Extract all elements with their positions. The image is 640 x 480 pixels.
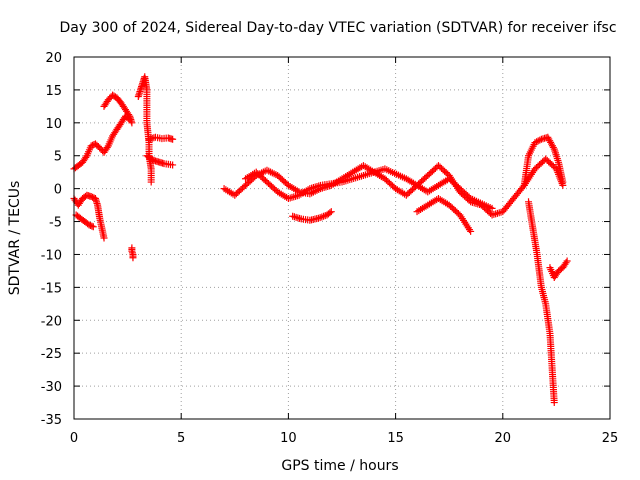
data-point xyxy=(536,136,544,144)
x-tick-label: 5 xyxy=(177,431,185,446)
data-point xyxy=(88,222,96,230)
grid-lines xyxy=(74,57,610,419)
series-early-lower xyxy=(70,191,108,242)
x-tick-label: 20 xyxy=(495,431,512,446)
chart-title: Day 300 of 2024, Sidereal Day-to-day VTE… xyxy=(59,20,616,36)
y-tick-label: -30 xyxy=(41,380,62,395)
data-point xyxy=(147,178,155,186)
data-point xyxy=(316,214,324,222)
y-tick-label: -5 xyxy=(49,216,62,231)
data-point xyxy=(550,399,558,407)
series-early-dip xyxy=(72,211,97,231)
data-point xyxy=(327,208,335,216)
data-point xyxy=(533,138,541,146)
data-point xyxy=(562,259,570,267)
data-point xyxy=(563,257,571,265)
data-point xyxy=(169,135,177,143)
data-point xyxy=(169,161,177,169)
y-tick-label: -20 xyxy=(41,314,62,329)
series-cluster-4 xyxy=(143,152,177,169)
x-axis-label: GPS time / hours xyxy=(281,458,398,474)
data-point xyxy=(125,111,133,119)
data-point xyxy=(467,227,475,235)
series-cluster-4-upper xyxy=(145,133,177,143)
axis-ticks: 0 5 10 15 20 25 20 15 10 5 0 -5 -10 -15 -20 -25 -30 -35 xyxy=(41,51,619,446)
series-mid-arc-2 xyxy=(413,195,475,235)
y-tick-label: 10 xyxy=(45,117,62,132)
y-axis-label: SDTVAR / TECUs xyxy=(7,181,23,296)
data-point xyxy=(320,212,328,220)
data-points xyxy=(70,73,571,407)
series-early-arch xyxy=(100,91,136,127)
data-point xyxy=(82,153,90,161)
y-tick-label: 15 xyxy=(45,84,62,99)
data-point xyxy=(534,137,542,145)
data-point xyxy=(314,214,322,222)
series-drop-2.7 xyxy=(128,244,137,262)
data-point xyxy=(531,139,539,147)
y-tick-label: 0 xyxy=(54,183,62,198)
y-tick-label: -25 xyxy=(41,347,62,362)
plot-frame xyxy=(73,56,611,420)
data-point xyxy=(128,119,136,127)
x-tick-label: 25 xyxy=(602,431,619,446)
y-tick-label: 5 xyxy=(54,150,62,165)
y-tick-label: -10 xyxy=(41,248,62,263)
data-point xyxy=(129,254,137,262)
series-late-rise xyxy=(520,133,567,189)
data-point xyxy=(103,144,111,151)
data-point xyxy=(488,204,496,212)
data-point xyxy=(549,143,557,151)
y-tick-label: -15 xyxy=(41,281,62,296)
data-point xyxy=(326,209,334,217)
y-tick-label: -35 xyxy=(41,413,62,428)
data-point xyxy=(318,213,326,221)
series-mid-low xyxy=(289,208,335,224)
series-late-dive xyxy=(525,198,558,407)
data-point xyxy=(559,178,567,186)
x-tick-label: 0 xyxy=(70,431,78,446)
series-mid-second xyxy=(242,165,496,212)
data-point xyxy=(89,223,97,231)
y-tick-label: 20 xyxy=(45,51,62,66)
series-late-tail xyxy=(546,257,571,281)
data-point xyxy=(100,234,108,242)
x-tick-label: 10 xyxy=(280,431,297,446)
x-tick-label: 15 xyxy=(387,431,404,446)
